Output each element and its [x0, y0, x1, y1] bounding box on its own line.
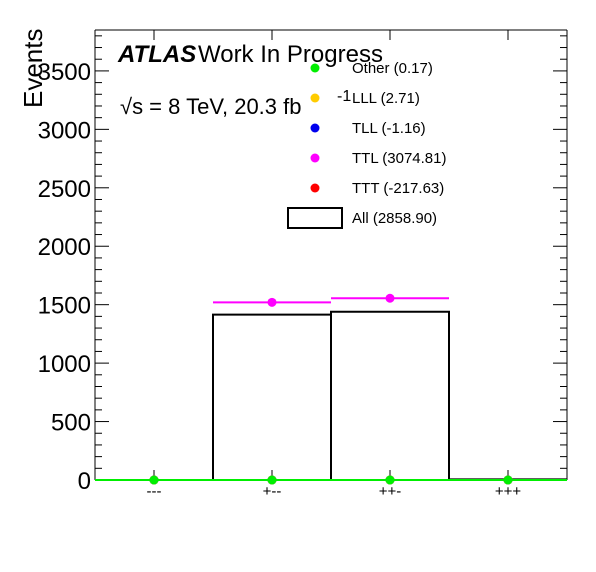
atlas-sub-label: Work In Progress — [198, 41, 383, 68]
y-tick-label: 3000 — [38, 117, 91, 144]
data-point — [267, 297, 277, 307]
y-tick-label: 500 — [51, 410, 91, 437]
legend-label: Other (0.17) — [352, 60, 433, 77]
legend-label: TTL (3074.81) — [352, 150, 447, 167]
x-tick-label: ++- — [379, 483, 402, 500]
chart-marks — [95, 293, 567, 485]
legend-label: All (2858.90) — [352, 210, 437, 227]
legend-marker — [310, 153, 320, 163]
y-axis-label: Events — [18, 29, 48, 109]
data-point — [385, 293, 395, 303]
data-point — [267, 475, 277, 485]
y-tick-label: 1500 — [38, 293, 91, 320]
data-point — [149, 475, 159, 485]
legend-box — [287, 207, 343, 229]
legend-label: TTT (-217.63) — [352, 180, 444, 197]
atlas-label: ATLAS — [117, 41, 196, 68]
x-tick-label: +-- — [263, 483, 282, 500]
x-tick-label: +++ — [495, 483, 522, 500]
x-tick-label: --- — [147, 483, 162, 500]
legend-label: TLL (-1.16) — [352, 120, 426, 137]
legend-marker — [310, 183, 320, 193]
energy-label: √s = 8 TeV, 20.3 fb — [120, 94, 302, 119]
y-tick-label: 2500 — [38, 176, 91, 203]
y-tick-label: 3500 — [38, 59, 91, 86]
legend-label: LLL (2.71) — [352, 90, 420, 107]
energy-superscript: -1 — [337, 88, 351, 105]
legend: Other (0.17) LLL (2.71) TLL (-1.16) TTL (30… — [287, 60, 447, 229]
y-tick-label: 2000 — [38, 234, 91, 261]
legend-marker — [310, 123, 320, 133]
y-tick-label: 0 — [78, 468, 91, 495]
data-point — [503, 475, 513, 485]
y-tick-label: 1000 — [38, 351, 91, 378]
axes: 0 500 1000 1500 2000 2500 3000 3500 --- +-- ++- +++ — [38, 29, 568, 500]
data-point — [385, 475, 395, 485]
legend-marker — [310, 63, 320, 73]
legend-marker — [310, 93, 320, 103]
